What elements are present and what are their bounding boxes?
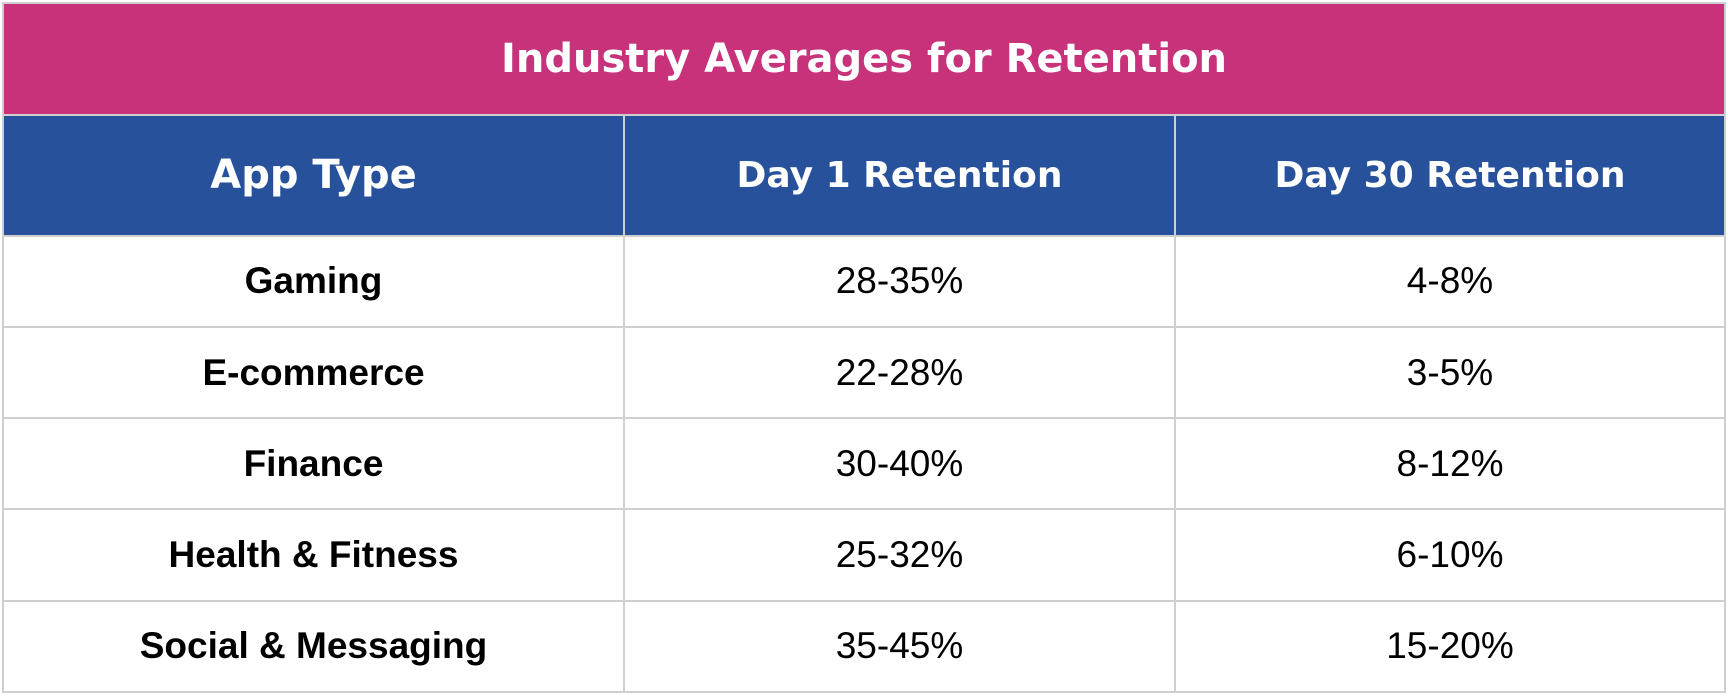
table-title-row: Industry Averages for Retention xyxy=(2,1,1726,117)
table-title: Industry Averages for Retention xyxy=(2,1,1726,117)
table-row: Gaming 28-35% 4-8% xyxy=(2,234,1726,328)
app-type-cell: Social & Messaging xyxy=(2,599,625,694)
app-type-cell: Health & Fitness xyxy=(2,508,625,602)
table-row: Social & Messaging 35-45% 15-20% xyxy=(2,599,1726,694)
day30-retention-cell: 15-20% xyxy=(1174,599,1726,694)
column-header-day1-retention: Day 1 Retention xyxy=(623,114,1176,237)
day1-retention-cell: 22-28% xyxy=(623,325,1176,420)
day1-retention-cell: 35-45% xyxy=(623,599,1176,694)
table-row: Finance 30-40% 8-12% xyxy=(2,417,1726,511)
day30-retention-cell: 4-8% xyxy=(1174,234,1726,328)
day30-retention-cell: 6-10% xyxy=(1174,508,1726,602)
day30-retention-cell: 8-12% xyxy=(1174,417,1726,511)
day1-retention-cell: 30-40% xyxy=(623,417,1176,511)
app-type-cell: Finance xyxy=(2,417,625,511)
day1-retention-cell: 25-32% xyxy=(623,508,1176,602)
table-row: Health & Fitness 25-32% 6-10% xyxy=(2,508,1726,602)
table-row: E-commerce 22-28% 3-5% xyxy=(2,325,1726,420)
table-header-row: App Type Day 1 Retention Day 30 Retentio… xyxy=(2,114,1726,237)
column-header-day30-retention: Day 30 Retention xyxy=(1174,114,1726,237)
app-type-cell: E-commerce xyxy=(2,325,625,420)
day1-retention-cell: 28-35% xyxy=(623,234,1176,328)
app-type-cell: Gaming xyxy=(2,234,625,328)
day30-retention-cell: 3-5% xyxy=(1174,325,1726,420)
column-header-app-type: App Type xyxy=(2,114,625,237)
